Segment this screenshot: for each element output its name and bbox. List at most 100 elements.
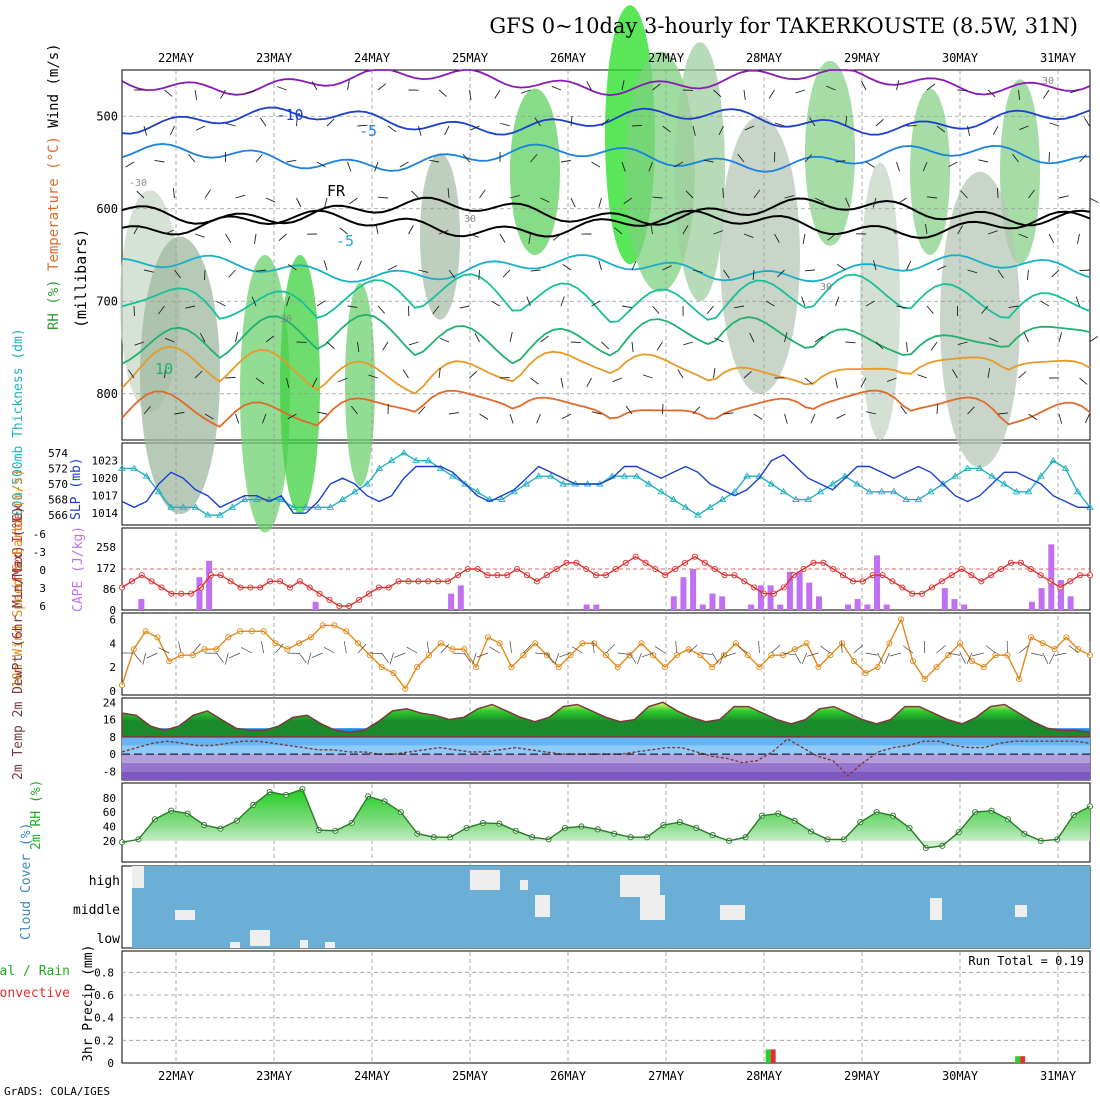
- wind-barb: [408, 225, 414, 235]
- wind-barb: [896, 80, 900, 91]
- wind-barb: [960, 190, 968, 199]
- wind-barb: [350, 405, 358, 415]
- wind-barb: [459, 305, 470, 309]
- wind-barb-10m: [178, 641, 182, 654]
- wind-barb-10m: [985, 645, 996, 654]
- wind-barb: [158, 305, 165, 315]
- y-tick-thickness: 568: [48, 494, 68, 507]
- wind-barb-10m: [889, 652, 902, 657]
- wind-barb: [743, 371, 752, 379]
- axis-label-thickness: 1000-500mb Thickness (dm): [11, 328, 26, 524]
- wind-barb: [804, 269, 816, 272]
- wind-barb: [652, 305, 660, 314]
- wind-barb: [861, 80, 867, 91]
- wind-barb: [917, 374, 928, 379]
- wind-barb: [810, 413, 816, 424]
- wind-barb: [494, 89, 501, 99]
- wind-barb: [981, 305, 989, 314]
- cape-bar: [961, 604, 968, 610]
- wind-barb: [317, 411, 328, 415]
- wind-barb: [1012, 153, 1019, 163]
- wind-barb: [784, 413, 788, 424]
- day-label-top: 28MAY: [746, 51, 783, 65]
- wind-barb: [418, 125, 422, 136]
- cape-bar: [1038, 588, 1045, 610]
- wind-barb-10m: [509, 641, 512, 654]
- wind-barb: [827, 233, 836, 241]
- slp-line: [121, 453, 1090, 514]
- cape-bar: [815, 596, 822, 610]
- cape-bar: [806, 582, 813, 610]
- axis-label-upper: RH (%) Temperature (°C) Wind (m/s): [46, 43, 62, 330]
- wind-barb: [753, 413, 763, 420]
- wind-barb-10m: [406, 646, 418, 654]
- wind-barb: [987, 368, 991, 379]
- y-tick-wind: 4: [109, 637, 116, 650]
- wind-barb-10m: [820, 645, 831, 654]
- y-tick-rh: 80: [103, 792, 116, 805]
- wind-barb: [438, 230, 449, 235]
- cloud-block: [535, 895, 550, 917]
- wind-barb: [900, 405, 907, 415]
- wind-barb: [601, 341, 610, 350]
- cape-bar: [699, 604, 706, 610]
- wind-barb-10m: [719, 652, 725, 665]
- isotherm-line: [121, 196, 1091, 227]
- cloud-block: [300, 940, 308, 948]
- wind-barb: [967, 406, 975, 415]
- wind-barb: [551, 85, 562, 91]
- isotherm-line: [121, 209, 1091, 239]
- wind-barb: [323, 260, 328, 271]
- cape-bar: [680, 577, 687, 610]
- wind-barb: [737, 153, 745, 163]
- credit-label: GrADS: COLA/IGES: [4, 1085, 110, 1098]
- wind-barb-10m: [629, 652, 637, 664]
- day-label-top: 25MAY: [452, 51, 489, 65]
- y-tick-wind: 0: [109, 685, 116, 698]
- wind-barb-10m: [389, 652, 394, 665]
- cloud-block: [720, 905, 745, 920]
- y-tick-li: 3: [39, 582, 46, 595]
- wind-barb: [462, 154, 470, 163]
- wind-barb: [154, 159, 165, 163]
- wind-barb: [143, 269, 154, 273]
- cape-bar: [593, 604, 600, 610]
- cape-bar: [845, 604, 851, 610]
- wind-barb-10m: [688, 644, 698, 654]
- rh-line: [121, 788, 1091, 849]
- wind-barb: [930, 341, 938, 351]
- wind-barb: [718, 125, 724, 136]
- cape-bar: [941, 588, 948, 610]
- wind-barb-10m: [1049, 652, 1055, 664]
- wind-barb: [1043, 89, 1050, 99]
- axis-label-cloud: Cloud Cover (%): [19, 823, 34, 940]
- day-label-top: 30MAY: [942, 51, 979, 65]
- day-label-bottom: 29MAY: [844, 1069, 881, 1083]
- wind-barb: [347, 161, 352, 172]
- wind-barb: [614, 227, 623, 235]
- y-tick-li: -6: [33, 528, 46, 541]
- y-tick-li: -3: [33, 546, 46, 559]
- temp-area: [121, 701, 1091, 738]
- cape-bar: [719, 596, 726, 610]
- wind-barb: [703, 159, 714, 163]
- day-label-top: 26MAY: [550, 51, 587, 65]
- wind-barb: [1023, 332, 1029, 343]
- axis-label-precip: 3hr Precip (mm): [81, 945, 96, 1062]
- wind-barb: [316, 161, 326, 168]
- wind-barb: [906, 260, 912, 271]
- legend-total-rain: Total / Rain: [0, 964, 70, 979]
- wind-barb: [774, 233, 780, 243]
- wind-barb: [1018, 371, 1027, 379]
- wind-barb: [204, 413, 214, 420]
- wind-barb: [570, 341, 582, 344]
- wind-barb-10m: [554, 652, 560, 665]
- wind-barb-10m: [546, 652, 554, 664]
- isotherm-line: [121, 273, 1091, 323]
- thickness-point: [1049, 456, 1058, 464]
- y-tick-cape: 0: [109, 604, 116, 617]
- contour-label: -10: [276, 106, 303, 124]
- wind-barb-10m: [1042, 652, 1049, 664]
- wind-barb: [652, 83, 661, 91]
- wind-barb: [540, 335, 549, 343]
